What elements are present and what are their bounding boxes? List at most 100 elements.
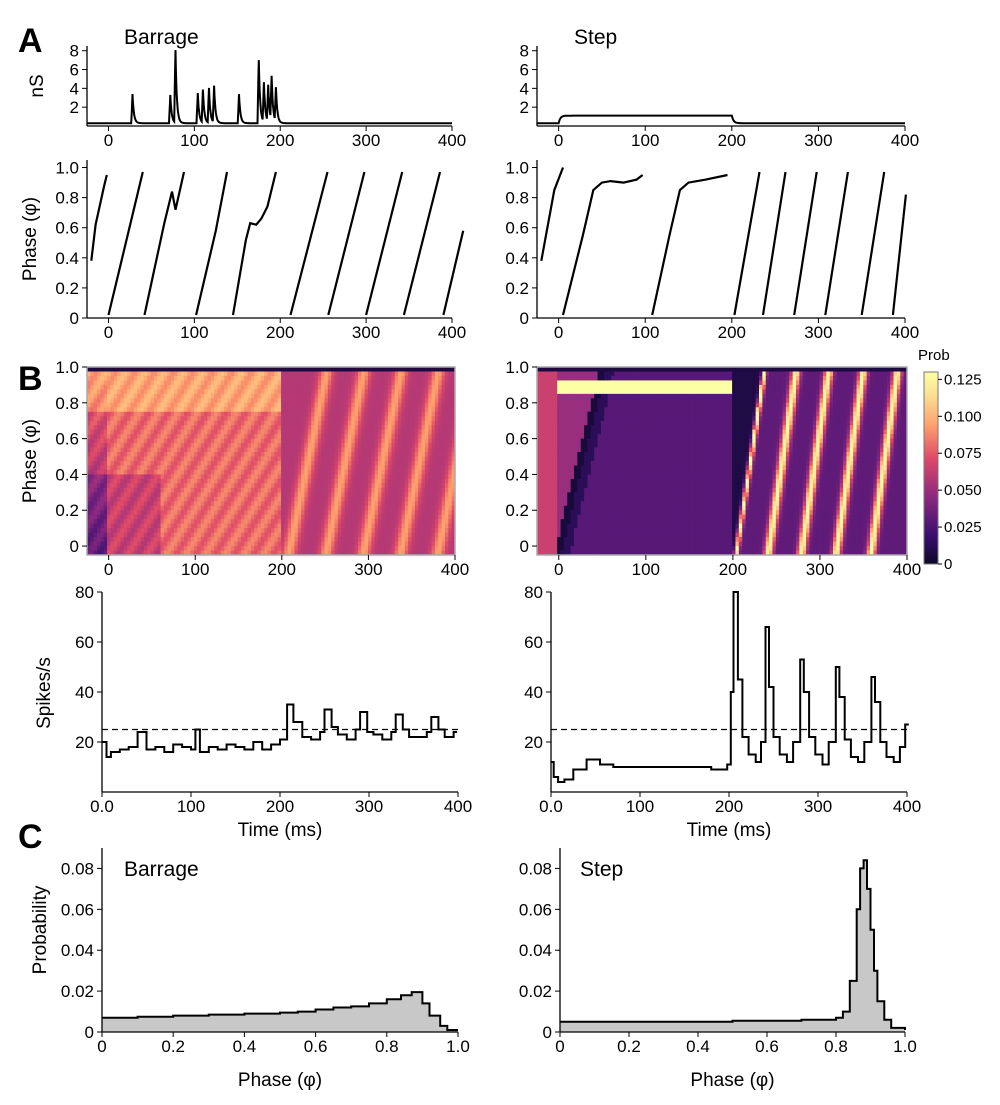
heatmap-cell [394, 546, 399, 551]
heatmap-cell [421, 501, 426, 507]
heatmap-cell [117, 505, 121, 511]
heatmap-cell [117, 541, 121, 547]
heatmap-cell [90, 367, 95, 372]
heatmap-cell [281, 496, 285, 502]
heatmap-cell [127, 496, 131, 502]
heatmap-cell [314, 420, 319, 426]
heatmap-cell [153, 461, 158, 466]
heatmap-cell [547, 510, 551, 516]
heatmap-cell [147, 429, 151, 435]
heatmap-cell [351, 487, 356, 493]
heatmap-cell [167, 487, 172, 493]
heatmap-cell [264, 483, 269, 489]
heatmap-cell [444, 461, 449, 466]
heatmap-cell [264, 420, 269, 426]
heatmap-cell [371, 371, 376, 377]
heatmap-cell [254, 519, 259, 525]
heatmap-cell [364, 375, 369, 381]
heatmap-cell [404, 492, 409, 498]
heatmap-cell [137, 456, 141, 462]
heatmap-cell [234, 510, 238, 516]
heatmap-cell [284, 393, 289, 399]
heatmap-cell [384, 371, 389, 377]
heatmap-cell [194, 510, 198, 516]
heatmap-cell [120, 541, 125, 547]
heatmap-cell [444, 425, 449, 431]
heatmap-cell [444, 501, 449, 507]
heatmap-cell [411, 483, 416, 489]
heatmap-cell [414, 537, 419, 542]
heatmap-cell [237, 496, 242, 502]
heatmap-cell [341, 474, 345, 480]
heatmap-cell [210, 443, 215, 448]
heatmap-cell [324, 496, 329, 502]
heatmap-cell [540, 438, 545, 444]
heatmap-cell [224, 434, 228, 440]
heatmap-cell [100, 411, 105, 417]
heatmap-cell [130, 469, 135, 475]
heatmap-cell [291, 483, 295, 489]
heatmap-cell [357, 478, 362, 484]
heatmap-cell [414, 429, 419, 435]
heatmap-cell [311, 389, 315, 395]
heatmap-cell [271, 510, 275, 516]
heatmap-cell [227, 483, 232, 489]
heatmap-cell [398, 438, 402, 444]
heatmap-cell [167, 407, 172, 413]
heatmap-cell [277, 384, 282, 390]
heatmap-cell [371, 438, 376, 444]
heatmap-cell [317, 483, 322, 489]
heatmap-cell [448, 505, 453, 511]
heatmap-cell [307, 438, 312, 444]
heatmap-cell [337, 505, 342, 511]
heatmap-cell [540, 474, 545, 480]
heatmap-cell [150, 546, 155, 551]
heatmap-cell [391, 532, 396, 538]
heatmap-cell [147, 384, 151, 390]
heatmap-cell [230, 456, 235, 462]
heatmap-cell [113, 429, 118, 435]
heatmap-cell [374, 416, 379, 422]
heatmap-cell [324, 483, 329, 489]
heatmap-cell [143, 519, 148, 525]
heatmap-cell [444, 411, 449, 417]
heatmap-cell [394, 375, 399, 381]
heatmap-cell [97, 469, 101, 475]
heatmap-cell [180, 438, 185, 444]
heatmap-cell [347, 541, 352, 547]
heatmap-cell [110, 371, 115, 377]
heatmap-cell [110, 478, 115, 484]
heatmap-cell [204, 492, 208, 498]
heatmap-cell [254, 398, 259, 404]
heatmap-cell [173, 461, 178, 466]
heatmap-cell [224, 546, 228, 551]
heatmap-cell [311, 496, 315, 502]
heatmap-cell [240, 465, 245, 471]
heatmap-cell [110, 425, 115, 431]
heatmap-cell [260, 407, 265, 413]
heatmap-cell [250, 384, 255, 390]
heatmap-cell [451, 380, 456, 386]
heatmap-cell [173, 469, 178, 475]
heatmap-cell [187, 474, 192, 480]
heatmap-cell [291, 514, 295, 520]
heatmap-cell [418, 537, 422, 542]
heatmap-cell [414, 398, 419, 404]
heatmap-cell [281, 501, 285, 507]
heatmap-cell [411, 492, 416, 498]
heatmap-cell [184, 443, 188, 448]
heatmap-cell [97, 519, 101, 525]
heatmap-cell [304, 546, 309, 551]
heatmap-cell [368, 371, 372, 377]
heatmap-cell [153, 519, 158, 525]
heatmap-cell [284, 447, 289, 453]
heatmap-cell [147, 483, 151, 489]
heatmap-cell [391, 523, 396, 529]
heatmap-cell [260, 465, 265, 471]
x-tick-label: 0 [554, 131, 563, 150]
heatmap-cell [331, 519, 335, 525]
heatmap-cell [190, 546, 195, 551]
heatmap-cell [327, 429, 332, 435]
heatmap-cell [117, 416, 121, 422]
heatmap-cell [194, 407, 198, 413]
